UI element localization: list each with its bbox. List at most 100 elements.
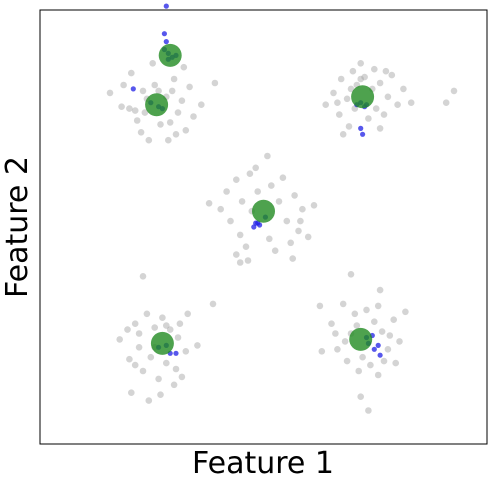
- cluster-center: [145, 93, 169, 117]
- background-point: [394, 101, 401, 108]
- background-point: [182, 348, 190, 355]
- background-point: [106, 89, 114, 97]
- background-point: [380, 111, 388, 118]
- background-point: [339, 300, 347, 308]
- background-point: [345, 123, 353, 130]
- background-point: [407, 99, 415, 106]
- background-point: [180, 63, 188, 71]
- background-point: [390, 316, 398, 324]
- background-point: [351, 310, 359, 318]
- background-point: [135, 344, 143, 351]
- background-point: [128, 69, 135, 77]
- background-point: [137, 129, 145, 136]
- background-point: [166, 326, 174, 333]
- background-point: [194, 342, 201, 349]
- background-point: [118, 103, 125, 110]
- background-point: [172, 365, 180, 373]
- background-point: [264, 152, 271, 160]
- background-point: [252, 164, 259, 172]
- background-point: [299, 205, 306, 213]
- background-point: [233, 251, 240, 258]
- background-point: [166, 119, 174, 126]
- background-points-layer: [106, 60, 458, 414]
- background-point: [353, 322, 361, 329]
- background-point: [157, 121, 164, 128]
- background-point: [223, 188, 230, 195]
- background-point: [384, 93, 392, 101]
- background-point: [275, 198, 283, 205]
- background-point: [176, 320, 184, 328]
- background-point: [367, 361, 374, 369]
- background-point: [295, 227, 302, 235]
- highlight-point: [253, 220, 259, 226]
- background-point: [357, 393, 365, 401]
- background-point: [376, 125, 384, 132]
- plot-area: [39, 9, 488, 445]
- background-point: [402, 308, 409, 316]
- highlight-point: [173, 350, 179, 356]
- background-point: [155, 87, 162, 95]
- background-point: [334, 346, 341, 353]
- background-point: [147, 353, 155, 361]
- background-point: [376, 79, 384, 87]
- background-point: [184, 310, 191, 318]
- highlight-point: [371, 346, 377, 352]
- background-point: [178, 373, 186, 381]
- background-point: [339, 131, 347, 138]
- background-point: [336, 111, 343, 118]
- background-point: [172, 131, 180, 138]
- background-point: [182, 127, 190, 134]
- background-point: [131, 361, 139, 369]
- background-point: [211, 79, 219, 87]
- background-point: [384, 346, 392, 353]
- background-point: [178, 97, 186, 104]
- background-point: [143, 310, 151, 318]
- background-point: [139, 273, 147, 280]
- background-point: [297, 217, 304, 225]
- background-point: [186, 83, 193, 91]
- background-point: [400, 85, 407, 93]
- background-point: [246, 170, 254, 177]
- background-point: [141, 109, 149, 116]
- background-point: [151, 81, 158, 89]
- background-point: [371, 65, 378, 73]
- background-point: [163, 322, 170, 329]
- background-point: [133, 117, 141, 124]
- background-point: [386, 332, 394, 339]
- background-point: [170, 75, 178, 83]
- background-point: [279, 174, 287, 181]
- background-point: [131, 320, 139, 328]
- background-point: [155, 375, 162, 383]
- highlight-point: [257, 222, 263, 228]
- background-point: [304, 233, 312, 241]
- background-point: [236, 231, 244, 239]
- highlight-point: [161, 31, 167, 37]
- background-point: [372, 105, 380, 112]
- background-point: [347, 85, 355, 93]
- highlight-point: [358, 125, 364, 131]
- background-point: [316, 302, 324, 310]
- background-point: [266, 235, 273, 243]
- cluster-center: [158, 43, 182, 67]
- background-point: [347, 271, 355, 278]
- highlight-point: [163, 3, 169, 9]
- background-point: [359, 353, 366, 361]
- background-point: [310, 202, 318, 209]
- cluster-center: [150, 331, 174, 355]
- background-point: [139, 87, 147, 95]
- background-point: [242, 243, 250, 250]
- background-point: [151, 324, 158, 331]
- background-point: [159, 314, 166, 322]
- background-point: [337, 75, 345, 83]
- cluster-centers-layer: [145, 43, 375, 355]
- background-point: [380, 357, 388, 365]
- highlight-point: [163, 39, 169, 45]
- background-point: [174, 334, 182, 341]
- background-point: [217, 205, 224, 213]
- background-point: [392, 359, 400, 367]
- cluster-center: [351, 85, 375, 109]
- cluster-center: [252, 199, 275, 223]
- background-point: [318, 348, 326, 355]
- background-point: [287, 239, 295, 247]
- background-point: [378, 328, 386, 335]
